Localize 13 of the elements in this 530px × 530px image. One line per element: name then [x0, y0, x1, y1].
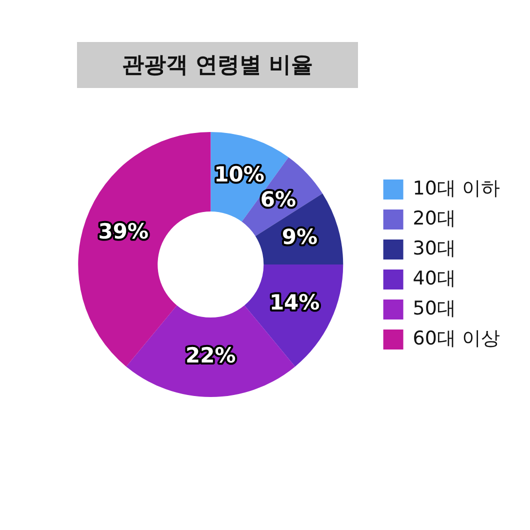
legend-label: 60대 이상: [412, 327, 500, 350]
legend-label: 40대: [412, 267, 456, 290]
legend-label: 50대: [412, 297, 456, 320]
data-label: 6%: [260, 187, 296, 212]
data-label: 22%: [186, 344, 236, 368]
legend-label: 10대 이하: [412, 177, 500, 200]
legend-label: 30대: [412, 237, 456, 260]
data-label: 9%: [282, 225, 318, 250]
data-label: 10%: [214, 162, 264, 187]
data-label: 14%: [269, 290, 320, 314]
chart-title: 관광객 연령별 비율: [77, 42, 358, 88]
data-label: 39%: [98, 220, 149, 244]
legend-label: 20대: [412, 207, 456, 230]
